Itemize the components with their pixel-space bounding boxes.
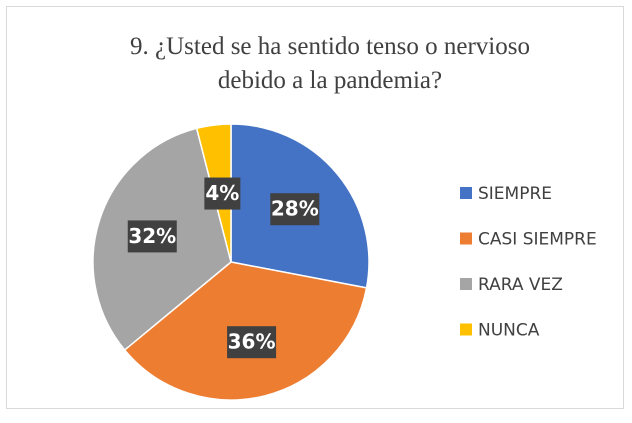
legend-label: CASI SIEMPRE <box>478 230 597 250</box>
data-label: 4% <box>205 181 239 205</box>
data-label: 28% <box>271 197 319 221</box>
data-label-box <box>227 326 277 359</box>
legend-swatch <box>460 278 472 290</box>
data-label: 36% <box>228 330 276 354</box>
data-label: 32% <box>128 224 176 248</box>
legend-label: RARA VEZ <box>478 275 563 295</box>
legend-swatch <box>460 232 472 245</box>
chart-title: 9. ¿Usted se ha sentido tenso o nervioso… <box>130 33 530 94</box>
data-label-box <box>204 177 241 210</box>
legend-swatch <box>460 187 472 199</box>
data-label-box <box>127 220 177 253</box>
legend-swatch <box>460 323 472 336</box>
legend-label: NUNCA <box>478 321 540 341</box>
legend-label: SIEMPRE <box>478 184 552 204</box>
data-label-box <box>270 193 320 226</box>
